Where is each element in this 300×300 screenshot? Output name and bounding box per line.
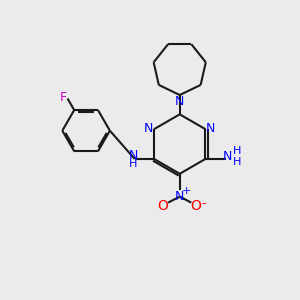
Text: N: N: [223, 150, 232, 163]
Text: H: H: [233, 146, 242, 157]
Text: N: N: [144, 122, 154, 134]
Text: N: N: [175, 95, 184, 108]
Text: -: -: [202, 197, 206, 210]
Text: N: N: [129, 149, 138, 162]
Text: H: H: [129, 159, 138, 169]
Text: +: +: [182, 186, 191, 196]
Text: O: O: [157, 200, 168, 214]
Text: N: N: [206, 122, 215, 134]
Text: F: F: [59, 91, 67, 103]
Text: O: O: [190, 200, 201, 214]
Text: H: H: [233, 158, 242, 167]
Text: N: N: [175, 190, 184, 203]
